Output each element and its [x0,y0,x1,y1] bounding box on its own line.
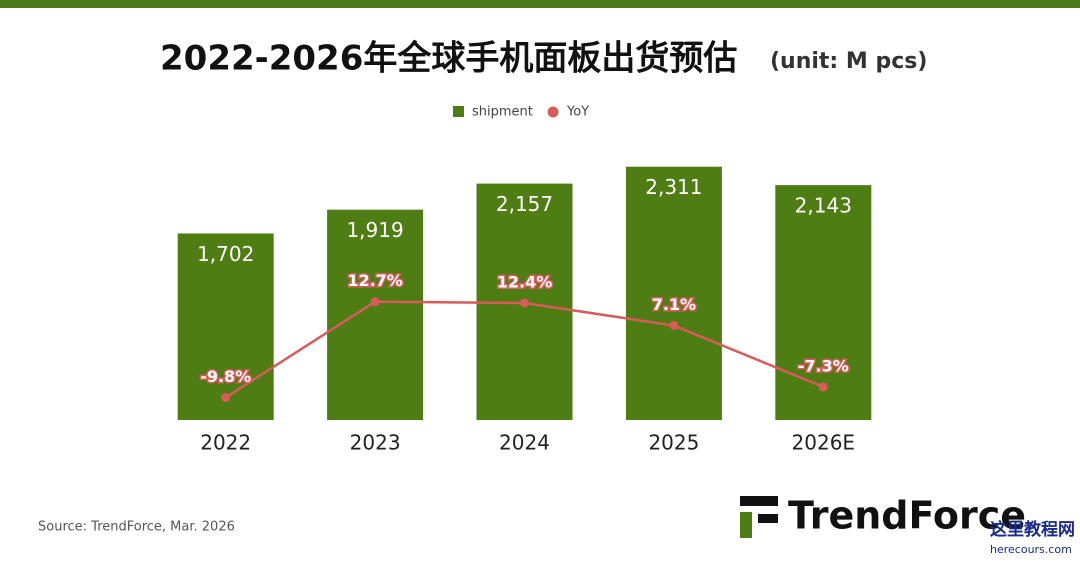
logo-text: TrendForce [788,494,1026,538]
bar [177,233,274,420]
bar [625,166,722,420]
yoy-point [818,382,828,392]
bar-value-label: 2,157 [496,192,553,216]
x-tick-label: 2026E [792,431,856,455]
yoy-value-label: 12.7% [347,271,403,290]
yoy-value-label: -9.8% [200,367,251,386]
watermark-url: herecours.com [990,543,1072,556]
legend-swatch [547,106,559,118]
logo-mark [758,514,778,523]
yoy-value-label: 7.1% [652,295,696,314]
chart-subtitle: (unit: M pcs) [770,49,927,74]
chart-title: 2022-2026年全球手机面板出货预估 [160,39,737,79]
x-tick-label: 2025 [648,431,699,455]
legend-swatch [453,106,464,117]
yoy-value-label: -7.3% [798,356,849,375]
bar [327,209,424,420]
x-tick-label: 2024 [499,431,550,455]
yoy-point [370,297,380,307]
x-tick-label: 2023 [350,431,401,455]
yoy-point [221,393,231,403]
logo-mark [740,496,778,506]
yoy-point [669,321,679,331]
legend-label: YoY [566,105,589,120]
x-tick-label: 2022 [200,431,251,455]
source: Source: TrendForce, Mar. 2026 [38,520,235,535]
yoy-point [520,298,529,308]
bar [775,185,872,420]
logo: TrendForce [740,494,1026,538]
bar-value-label: 2,143 [795,194,852,218]
yoy-value-label: 12.4% [497,272,553,291]
bar-value-label: 2,311 [645,175,702,199]
logo-mark [740,512,752,538]
bar-value-label: 1,702 [197,242,254,266]
top-band [0,0,1080,8]
watermark: 这里教程网 [990,519,1075,540]
bar-value-label: 1,919 [346,218,403,242]
legend-label: shipment [472,105,533,120]
